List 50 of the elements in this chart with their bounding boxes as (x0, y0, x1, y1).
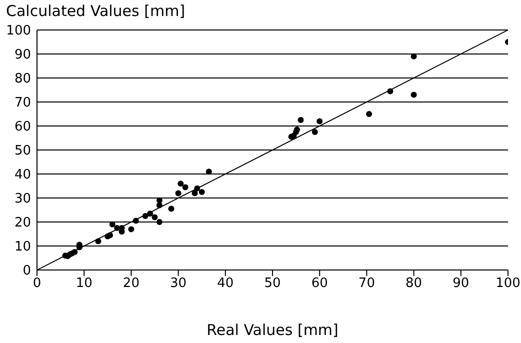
point (132, 218, 139, 224)
x-tick-label: 20 (122, 276, 140, 292)
x-axis-title: Real Values [mm] (206, 321, 338, 339)
y-tick-label: 10 (14, 240, 31, 255)
point (109, 221, 116, 228)
y-tick-label: 30 (14, 192, 31, 207)
point (156, 219, 162, 225)
x-tick-label: 50 (264, 276, 281, 292)
point (168, 206, 174, 212)
x-tick-label: 100 (496, 276, 520, 292)
point (312, 129, 318, 135)
point (152, 214, 158, 220)
point (316, 118, 323, 124)
y-tick-label: 60 (14, 120, 31, 135)
x-tick-label: 40 (217, 276, 234, 292)
x-tick-label: 90 (452, 276, 470, 292)
point (206, 168, 212, 175)
x-tick-label: 0 (32, 276, 42, 292)
point (142, 213, 148, 219)
point (366, 111, 372, 117)
x-tick-label: 60 (311, 276, 328, 292)
point (410, 53, 417, 60)
x-tick-label: 10 (76, 276, 92, 292)
y-tick-label: 90 (14, 48, 31, 63)
y-tick-label: 70 (14, 96, 31, 111)
point (175, 190, 182, 196)
point (182, 184, 188, 190)
point (147, 210, 154, 217)
y-tick-label: 100 (6, 24, 31, 39)
point (194, 185, 200, 192)
point (128, 226, 134, 232)
y-tick-label: 50 (14, 144, 31, 159)
point (198, 189, 205, 195)
point (410, 92, 417, 98)
y-tick-label: 20 (14, 216, 31, 231)
point (95, 238, 102, 244)
point (298, 117, 304, 123)
point (156, 197, 162, 204)
point (72, 249, 78, 255)
y-axis-title: Calculated Values [mm] (6, 2, 186, 20)
y-tick-label: 80 (14, 72, 31, 87)
point (178, 180, 184, 187)
x-tick-label: 80 (406, 276, 422, 292)
y-tick-label: 40 (14, 168, 31, 183)
point (107, 232, 114, 238)
x-tick-label: 30 (170, 276, 187, 292)
point (192, 190, 198, 196)
y-tick-label: 0 (22, 264, 31, 279)
point (387, 88, 394, 94)
x-tick-label: 70 (358, 276, 375, 292)
